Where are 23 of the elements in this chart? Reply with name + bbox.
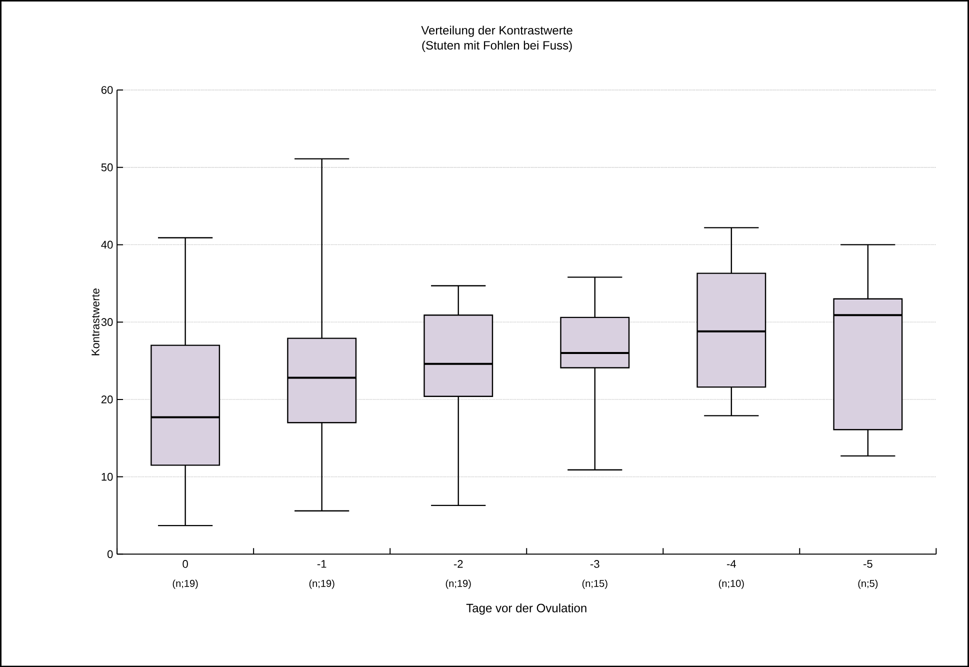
text: (n;19)	[309, 579, 334, 589]
y-axis-title: Kontrastwerte	[92, 288, 100, 356]
x-axis-title: Tage vor der Ovulation	[466, 603, 586, 615]
y-tick-label: 0	[107, 550, 113, 558]
x-tick-label: -3	[590, 560, 600, 568]
y-tick-label: 10	[102, 472, 113, 481]
chart-subtitle: (Stuten mit Fohlen bei Fuss)	[422, 40, 572, 52]
x-tick-label: -4	[726, 560, 736, 568]
y-tick-label: 20	[101, 395, 113, 404]
y-tick-label: 60	[101, 86, 113, 94]
text: (n;10)	[718, 579, 744, 589]
text: (n;15)	[582, 579, 608, 589]
x-tick-label: -2	[454, 560, 463, 568]
x-tick-label: 0	[182, 560, 188, 568]
y-tick-label: 50	[101, 163, 113, 172]
text: (n;19)	[446, 579, 471, 589]
x-tick-label: -5	[863, 560, 872, 568]
text: (n;19)	[172, 579, 198, 589]
chart-title: Verteilung der Kontrastwerte	[421, 26, 572, 37]
x-tick-label: -1	[317, 560, 326, 568]
y-tick-label: 30	[101, 318, 113, 326]
text: (n;5)	[858, 579, 878, 589]
y-tick-label: 40	[101, 240, 113, 249]
